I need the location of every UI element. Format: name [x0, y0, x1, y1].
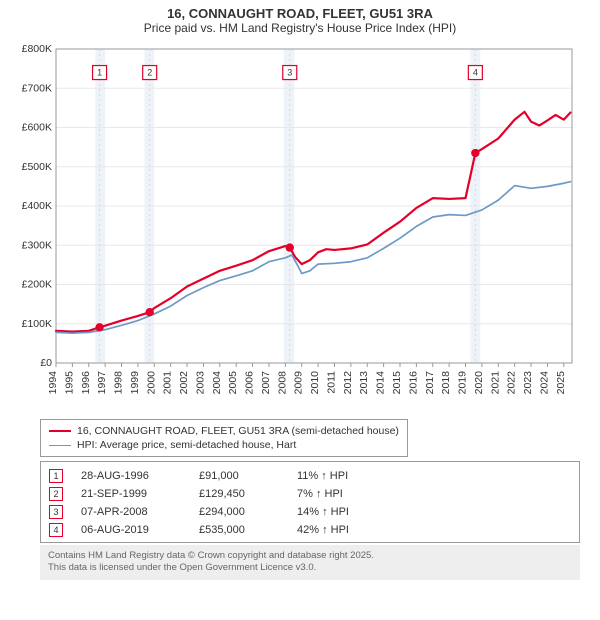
x-tick-label: 1997 — [96, 371, 108, 395]
sale-price: £535,000 — [199, 524, 279, 536]
y-tick-label: £800K — [22, 43, 52, 55]
x-tick-label: 2020 — [473, 371, 485, 395]
x-tick-label: 2021 — [489, 371, 501, 395]
x-tick-label: 1999 — [129, 371, 141, 395]
x-tick-label: 2018 — [440, 371, 452, 395]
x-tick-label: 2015 — [391, 371, 403, 395]
x-tick-label: 2017 — [424, 371, 436, 395]
sale-date: 28-AUG-1996 — [81, 470, 181, 482]
x-tick-label: 1994 — [47, 371, 59, 395]
x-tick-label: 2019 — [457, 371, 469, 395]
y-tick-label: £300K — [22, 239, 52, 251]
x-tick-label: 2003 — [194, 371, 206, 395]
table-row: 4 06-AUG-2019 £535,000 42% ↑ HPI — [49, 521, 571, 539]
x-tick-label: 2009 — [293, 371, 305, 395]
x-tick-label: 2005 — [227, 371, 239, 395]
price-chart: £0 £100K £200K £300K £400K £500K £600K £700K £80… — [20, 41, 580, 411]
sale-price: £91,000 — [199, 470, 279, 482]
y-tick-label: £200K — [22, 279, 52, 291]
legend-swatch — [49, 445, 71, 446]
x-tick-label: 1998 — [113, 371, 125, 395]
y-tick-label: £500K — [22, 161, 52, 173]
sale-point — [95, 323, 103, 331]
sale-pct-vs-hpi: 7% ↑ HPI — [297, 488, 392, 500]
chart-title: 16, CONNAUGHT ROAD, FLEET, GU51 3RA — [0, 6, 600, 21]
sale-point — [471, 149, 479, 157]
y-tick-label: £600K — [22, 122, 52, 134]
sale-pct-vs-hpi: 14% ↑ HPI — [297, 506, 392, 518]
sale-marker-icon: 3 — [49, 505, 63, 519]
x-tick-label: 2000 — [145, 371, 157, 395]
chart-area: £0 £100K £200K £300K £400K £500K £600K £700K £80… — [20, 41, 580, 411]
chart-title-block: 16, CONNAUGHT ROAD, FLEET, GU51 3RA Pric… — [0, 0, 600, 37]
attribution: Contains HM Land Registry data © Crown c… — [40, 545, 580, 580]
x-tick-label: 2013 — [358, 371, 370, 395]
sale-marker-icon: 4 — [49, 523, 63, 537]
legend-label: HPI: Average price, semi-detached house,… — [77, 439, 296, 451]
sale-pct-vs-hpi: 11% ↑ HPI — [297, 470, 392, 482]
x-tick-label: 2024 — [538, 371, 550, 395]
sale-marker-number: 3 — [287, 68, 292, 78]
sale-date: 07-APR-2008 — [81, 506, 181, 518]
sale-point — [145, 308, 153, 316]
x-tick-label: 2008 — [276, 371, 288, 395]
x-tick-label: 2011 — [325, 371, 337, 394]
sale-marker-icon: 2 — [49, 487, 63, 501]
x-tick-label: 2012 — [342, 371, 354, 395]
x-tick-label: 2001 — [162, 371, 174, 395]
legend-label: 16, CONNAUGHT ROAD, FLEET, GU51 3RA (sem… — [77, 425, 399, 437]
attribution-line: Contains HM Land Registry data © Crown c… — [48, 550, 572, 562]
y-tick-label: £0 — [40, 357, 52, 369]
attribution-line: This data is licensed under the Open Gov… — [48, 562, 572, 574]
sale-marker-number: 4 — [473, 68, 478, 78]
x-tick-label: 1995 — [63, 371, 75, 395]
x-tick-label: 2002 — [178, 371, 190, 395]
chart-subtitle: Price paid vs. HM Land Registry's House … — [0, 21, 600, 35]
x-tick-label: 2022 — [506, 371, 518, 395]
sale-date: 21-SEP-1999 — [81, 488, 181, 500]
x-tick-label: 2004 — [211, 371, 223, 395]
legend-item: 16, CONNAUGHT ROAD, FLEET, GU51 3RA (sem… — [49, 424, 399, 438]
y-tick-label: £400K — [22, 200, 52, 212]
sale-marker-number: 1 — [97, 68, 102, 78]
sale-pct-vs-hpi: 42% ↑ HPI — [297, 524, 392, 536]
sale-price: £294,000 — [199, 506, 279, 518]
table-row: 2 21-SEP-1999 £129,450 7% ↑ HPI — [49, 485, 571, 503]
x-tick-label: 2007 — [260, 371, 272, 395]
y-tick-label: £700K — [22, 82, 52, 94]
x-tick-label: 2010 — [309, 371, 321, 395]
x-tick-label: 2006 — [244, 371, 256, 395]
legend-swatch — [49, 430, 71, 432]
sale-marker-icon: 1 — [49, 469, 63, 483]
x-tick-label: 1996 — [80, 371, 92, 395]
table-row: 1 28-AUG-1996 £91,000 11% ↑ HPI — [49, 467, 571, 485]
x-tick-label: 2014 — [375, 371, 387, 395]
sale-price: £129,450 — [199, 488, 279, 500]
x-tick-label: 2023 — [522, 371, 534, 395]
sale-point — [286, 243, 294, 251]
x-tick-label: 2025 — [555, 371, 567, 395]
sales-table: 1 28-AUG-1996 £91,000 11% ↑ HPI 2 21-SEP-1999… — [40, 461, 580, 543]
legend-item: HPI: Average price, semi-detached house,… — [49, 438, 399, 452]
sale-marker-number: 2 — [147, 68, 152, 78]
legend: 16, CONNAUGHT ROAD, FLEET, GU51 3RA (sem… — [40, 419, 408, 457]
table-row: 3 07-APR-2008 £294,000 14% ↑ HPI — [49, 503, 571, 521]
y-tick-label: £100K — [22, 318, 52, 330]
series-price_paid — [56, 112, 570, 332]
sale-date: 06-AUG-2019 — [81, 524, 181, 536]
x-tick-label: 2016 — [407, 371, 419, 395]
